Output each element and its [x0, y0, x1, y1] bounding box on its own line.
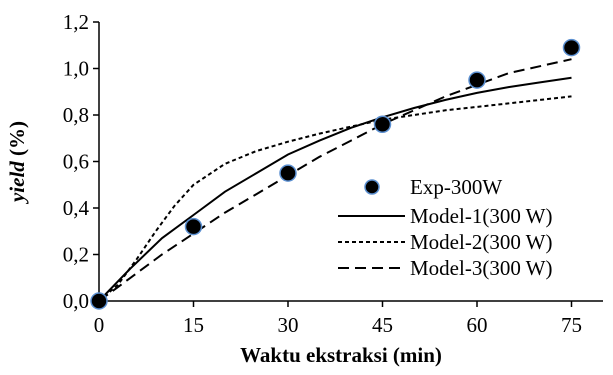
series-line-2: [98, 95, 572, 302]
y-tick-label: 0,6: [63, 150, 89, 174]
y-tick-label: 0,8: [63, 103, 89, 127]
data-point: [562, 38, 581, 57]
series-line-3: [98, 58, 572, 302]
plot-lines: [98, 58, 572, 302]
legend-item: Model-1(300 W): [338, 204, 553, 228]
x-tick-label: 75: [561, 313, 582, 337]
series-line-1: [98, 76, 572, 302]
plot-points: [90, 38, 581, 310]
legend-label: Model-2(300 W): [410, 230, 553, 254]
x-tick-label: 0: [94, 313, 105, 337]
x-tick-label: 30: [278, 313, 299, 337]
y-ticks: 0,0 0,2 0,4 0,6 0,8 1,0 1,2: [63, 10, 99, 313]
y-tick-label: 1,2: [63, 10, 89, 34]
y-tick-label: 0,2: [63, 243, 89, 267]
legend-item: Exp-300W: [364, 175, 502, 199]
data-point: [90, 292, 108, 310]
legend: Exp-300W Model-1(300 W)Model-2(300 W)Mode…: [338, 175, 553, 280]
data-point: [184, 217, 203, 236]
y-axis-title-unit: (%): [5, 121, 29, 161]
legend-label: Exp-300W: [410, 175, 502, 199]
x-ticks: 0 15 30 45 60 75: [94, 301, 582, 337]
data-point: [279, 164, 297, 182]
x-tick-label: 45: [372, 313, 393, 337]
legend-label: Model-1(300 W): [410, 204, 553, 228]
legend-marker: [364, 179, 380, 195]
x-tick-label: 15: [183, 313, 204, 337]
data-point: [373, 115, 392, 134]
data-point: [468, 71, 486, 89]
y-axis-title-italic: yield: [5, 161, 29, 205]
x-tick-label: 60: [467, 313, 488, 337]
legend-item: Model-3(300 W): [338, 256, 553, 280]
y-tick-label: 0,0: [63, 289, 89, 313]
legend-item: Model-2(300 W): [338, 230, 553, 254]
y-tick-label: 0,4: [63, 196, 90, 220]
y-axis-title: yield (%): [5, 121, 29, 205]
x-axis-title: Waktu ekstraksi (min): [240, 343, 442, 367]
legend-label: Model-3(300 W): [410, 256, 553, 280]
y-tick-label: 1,0: [63, 57, 89, 81]
